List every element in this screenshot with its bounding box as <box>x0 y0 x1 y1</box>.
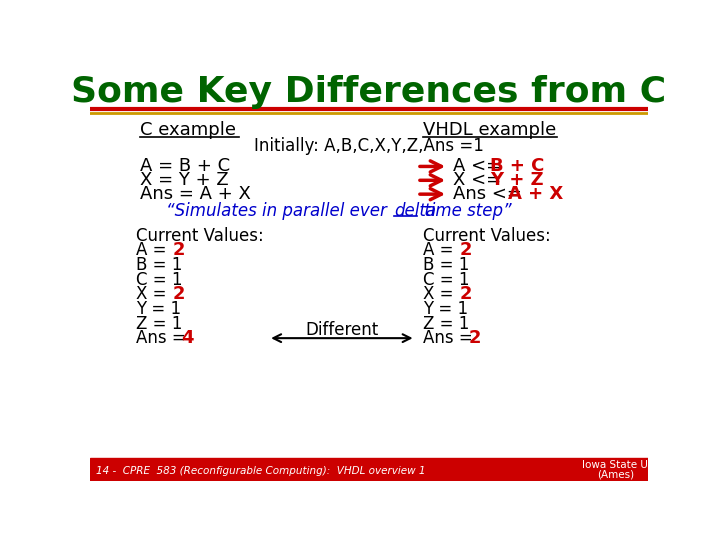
Text: C = 1: C = 1 <box>137 271 183 288</box>
Text: Y = 1: Y = 1 <box>423 300 469 318</box>
Text: Ans <=: Ans <= <box>453 185 527 203</box>
Text: Current Values:: Current Values: <box>137 227 264 245</box>
Text: Y = 1: Y = 1 <box>137 300 181 318</box>
Text: Initially: A,B,C,X,Y,Z,Ans =1: Initially: A,B,C,X,Y,Z,Ans =1 <box>254 137 484 156</box>
Text: Z = 1: Z = 1 <box>137 314 183 333</box>
Text: X =: X = <box>423 285 459 303</box>
Text: Z = 1: Z = 1 <box>423 314 469 333</box>
Text: Ans = A + X: Ans = A + X <box>140 185 251 203</box>
Text: X <=: X <= <box>453 171 507 190</box>
Text: C = 1: C = 1 <box>423 271 469 288</box>
Text: C example: C example <box>140 122 236 139</box>
Text: (Ames): (Ames) <box>598 469 635 480</box>
Text: time step”: time step” <box>418 202 511 220</box>
Text: Y + Z: Y + Z <box>490 171 544 190</box>
Text: A + X: A + X <box>508 185 564 203</box>
Text: 2: 2 <box>468 329 481 347</box>
Text: 2: 2 <box>459 285 472 303</box>
Text: B + C: B + C <box>490 158 544 176</box>
Text: 4: 4 <box>181 329 194 347</box>
Text: delta: delta <box>394 202 436 220</box>
Text: 2: 2 <box>173 285 186 303</box>
Text: Different: Different <box>305 321 379 339</box>
Text: “Simulates in parallel ever: “Simulates in parallel ever <box>166 202 392 220</box>
Text: A =: A = <box>137 241 172 259</box>
Text: A <=: A <= <box>453 158 507 176</box>
Text: Ans =: Ans = <box>137 329 192 347</box>
Text: Current Values:: Current Values: <box>423 227 551 245</box>
Text: Some Key Differences from C: Some Key Differences from C <box>71 75 667 109</box>
Text: 2: 2 <box>173 241 186 259</box>
Text: Iowa State University: Iowa State University <box>582 460 693 470</box>
Text: VHDL example: VHDL example <box>423 122 557 139</box>
Text: Ans =: Ans = <box>423 329 478 347</box>
Text: X =: X = <box>137 285 172 303</box>
Text: A = B + C: A = B + C <box>140 158 230 176</box>
Bar <box>90 457 648 481</box>
Text: B = 1: B = 1 <box>137 256 183 274</box>
Text: A =: A = <box>423 241 459 259</box>
Text: 2: 2 <box>459 241 472 259</box>
Text: X = Y + Z: X = Y + Z <box>140 171 229 190</box>
Text: 14 -  CPRE  583 (Reconfigurable Computing):  VHDL overview 1: 14 - CPRE 583 (Reconfigurable Computing)… <box>96 465 426 476</box>
Text: B = 1: B = 1 <box>423 256 469 274</box>
